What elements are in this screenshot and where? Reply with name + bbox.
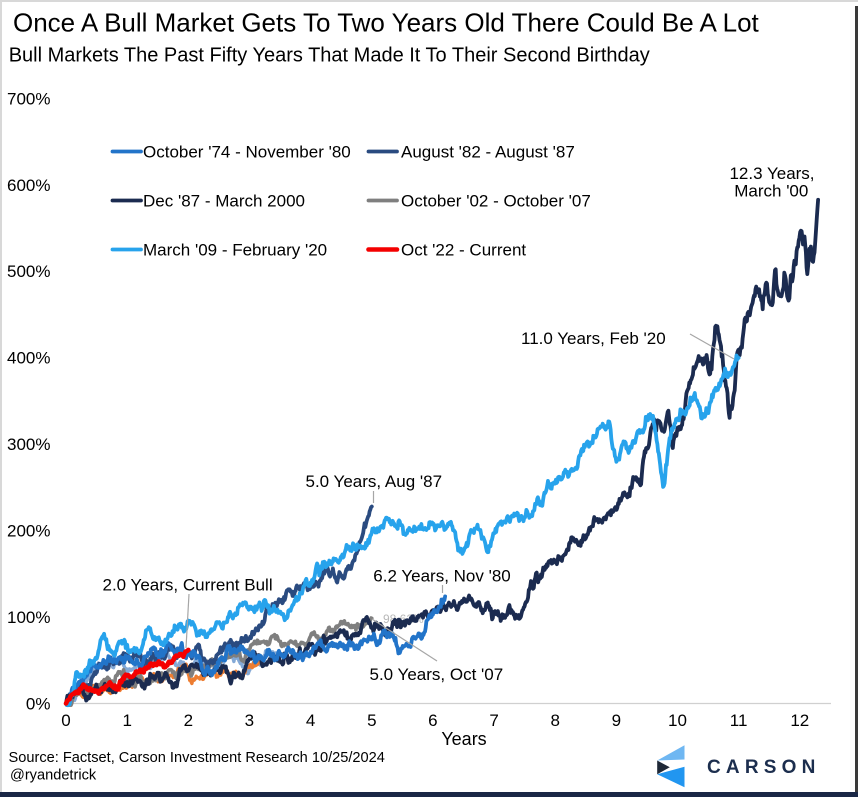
- svg-text:500%: 500%: [7, 262, 50, 281]
- svg-text:5.0 Years, Oct '07: 5.0 Years, Oct '07: [370, 665, 504, 684]
- svg-text:11: 11: [730, 711, 748, 730]
- svg-text:5: 5: [367, 711, 376, 730]
- svg-text:March '00: March '00: [734, 181, 808, 200]
- svg-text:October '02 - October '07: October '02 - October '07: [401, 192, 591, 211]
- svg-text:8: 8: [550, 711, 559, 730]
- svg-text:@ryandetrick: @ryandetrick: [10, 768, 97, 784]
- svg-text:3: 3: [245, 711, 254, 730]
- svg-text:Dec '87 - March 2000: Dec '87 - March 2000: [143, 192, 305, 211]
- svg-text:5.0 Years, Aug '87: 5.0 Years, Aug '87: [306, 472, 443, 491]
- svg-text:700%: 700%: [7, 89, 50, 108]
- svg-text:6: 6: [428, 711, 437, 730]
- svg-text:CARSON: CARSON: [707, 757, 821, 778]
- svg-text:12.3 Years,: 12.3 Years,: [729, 164, 814, 183]
- svg-text:Once A Bull Market Gets To Two: Once A Bull Market Gets To Two Years Old…: [13, 7, 760, 37]
- svg-text:August '82 - August '87: August '82 - August '87: [401, 143, 575, 162]
- svg-text:400%: 400%: [7, 349, 50, 368]
- svg-text:10: 10: [668, 711, 687, 730]
- svg-text:0: 0: [61, 711, 70, 730]
- svg-text:12: 12: [790, 711, 809, 730]
- svg-text:200%: 200%: [7, 522, 50, 541]
- svg-text:9: 9: [612, 711, 621, 730]
- svg-text:600%: 600%: [7, 176, 50, 195]
- svg-text:0%: 0%: [26, 694, 51, 713]
- svg-text:11.0 Years, Feb '20: 11.0 Years, Feb '20: [521, 329, 666, 348]
- svg-text:300%: 300%: [7, 435, 50, 454]
- svg-text:6.2 Years, Nov '80: 6.2 Years, Nov '80: [373, 567, 510, 586]
- svg-text:Source: Factset, Carson Invest: Source: Factset, Carson Investment Resea…: [9, 750, 385, 766]
- svg-text:Oct '22 - Current: Oct '22 - Current: [401, 241, 526, 260]
- svg-text:2: 2: [184, 711, 193, 730]
- svg-text:October '74 - November '80: October '74 - November '80: [143, 143, 351, 162]
- svg-text:1: 1: [122, 711, 131, 730]
- svg-text:4: 4: [306, 711, 315, 730]
- svg-text:2.0 Years, Current Bull: 2.0 Years, Current Bull: [103, 576, 273, 595]
- svg-text:Bull Markets The Past Fifty Ye: Bull Markets The Past Fifty Years That M…: [9, 45, 650, 67]
- svg-text:100%: 100%: [7, 608, 50, 627]
- svg-text:Years: Years: [441, 729, 486, 749]
- svg-text:March '09 - February '20: March '09 - February '20: [143, 241, 327, 260]
- svg-text:7: 7: [489, 711, 498, 730]
